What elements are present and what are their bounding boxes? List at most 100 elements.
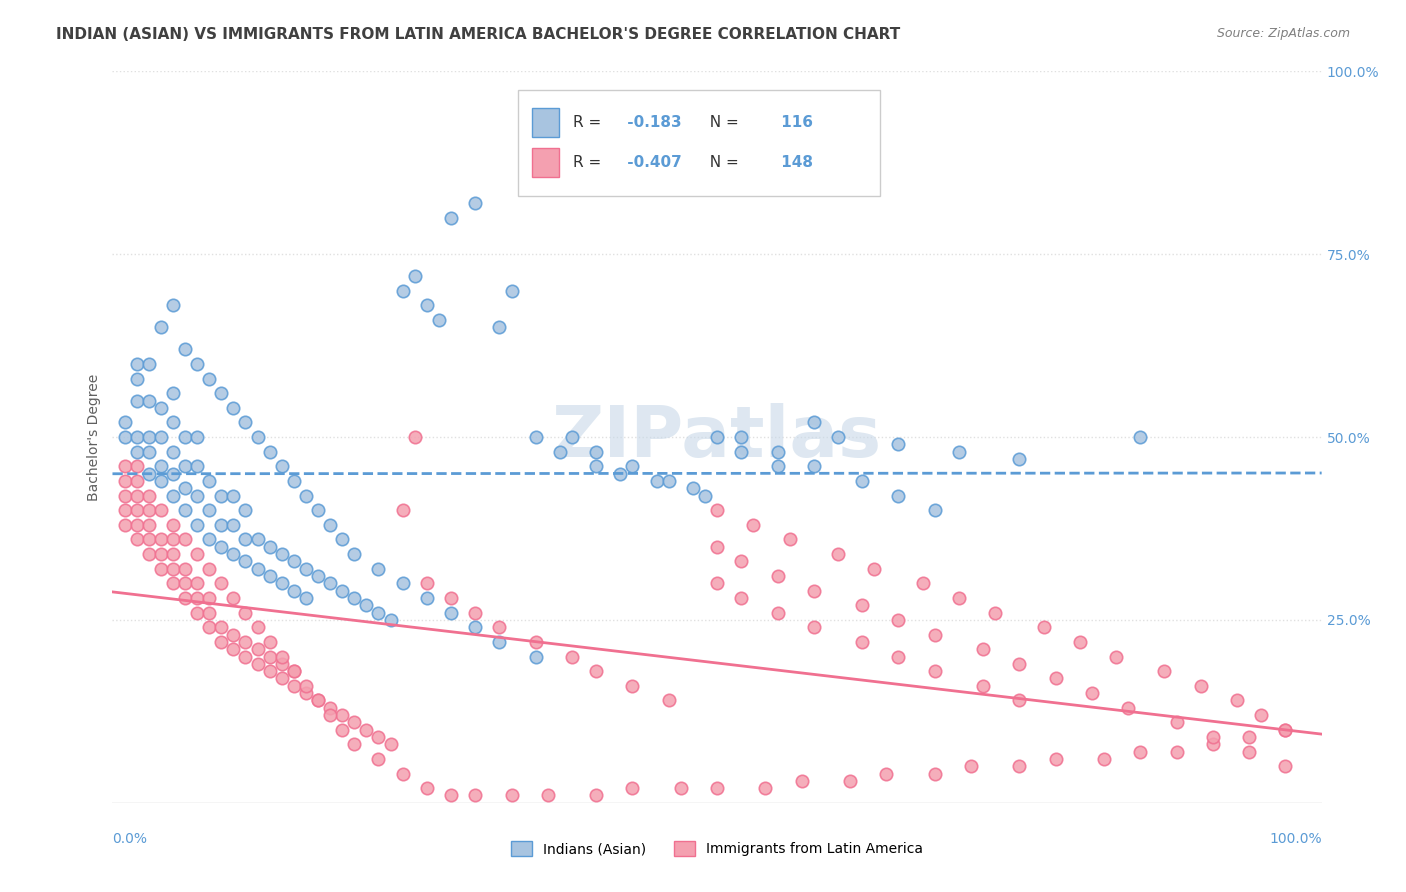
Point xyxy=(259,540,281,554)
Point xyxy=(766,459,789,474)
Point xyxy=(125,393,148,408)
Point xyxy=(125,444,148,458)
Point xyxy=(367,562,389,576)
Point xyxy=(162,467,184,481)
Point xyxy=(209,489,232,503)
Point xyxy=(186,547,208,561)
Point xyxy=(114,517,136,532)
Point xyxy=(198,606,221,620)
Point xyxy=(125,503,148,517)
Point xyxy=(186,430,208,444)
Point xyxy=(186,606,208,620)
Point xyxy=(283,664,305,678)
Point xyxy=(524,649,547,664)
Point xyxy=(307,693,329,707)
Text: 116: 116 xyxy=(776,115,813,130)
Point xyxy=(1092,752,1115,766)
Point xyxy=(1129,745,1152,759)
Point xyxy=(1032,620,1054,634)
Point xyxy=(162,517,184,532)
Point xyxy=(222,489,245,503)
Point xyxy=(948,444,970,458)
Point xyxy=(259,664,281,678)
Point xyxy=(501,789,523,803)
Point xyxy=(295,562,318,576)
Point xyxy=(1081,686,1104,700)
Point xyxy=(330,583,353,598)
Point xyxy=(1202,730,1225,744)
Point xyxy=(149,320,172,334)
Point xyxy=(1250,708,1272,723)
Point xyxy=(283,474,305,488)
Point xyxy=(1008,452,1031,467)
Point xyxy=(246,657,269,671)
Point xyxy=(658,693,681,707)
Point xyxy=(162,562,184,576)
Point xyxy=(960,759,983,773)
Point xyxy=(524,430,547,444)
Point xyxy=(440,789,463,803)
Point xyxy=(222,642,245,657)
Point xyxy=(766,606,789,620)
Point xyxy=(186,489,208,503)
Point xyxy=(330,708,353,723)
Text: 100.0%: 100.0% xyxy=(1270,832,1322,846)
Point xyxy=(295,591,318,605)
Point xyxy=(174,562,197,576)
Point xyxy=(295,686,318,700)
Point xyxy=(839,773,862,788)
Point xyxy=(343,591,366,605)
Point xyxy=(209,576,232,591)
Point xyxy=(380,737,402,751)
Point xyxy=(246,430,269,444)
Point xyxy=(162,489,184,503)
Point xyxy=(1008,759,1031,773)
Point xyxy=(779,533,801,547)
Point xyxy=(669,781,692,796)
Text: R =: R = xyxy=(574,115,606,130)
Point xyxy=(367,730,389,744)
Point xyxy=(706,430,728,444)
Point xyxy=(706,576,728,591)
Text: INDIAN (ASIAN) VS IMMIGRANTS FROM LATIN AMERICA BACHELOR'S DEGREE CORRELATION CH: INDIAN (ASIAN) VS IMMIGRANTS FROM LATIN … xyxy=(56,27,900,42)
Point xyxy=(924,627,946,641)
Point xyxy=(887,613,910,627)
Point xyxy=(198,562,221,576)
Text: 148: 148 xyxy=(776,155,813,170)
Point xyxy=(1105,649,1128,664)
Point xyxy=(887,437,910,451)
Point xyxy=(259,635,281,649)
Point xyxy=(125,430,148,444)
Point xyxy=(1166,745,1188,759)
Point xyxy=(464,620,486,634)
Point xyxy=(149,503,172,517)
Point xyxy=(138,393,160,408)
Point xyxy=(561,649,583,664)
Legend: Indians (Asian), Immigrants from Latin America: Indians (Asian), Immigrants from Latin A… xyxy=(506,836,928,862)
Point xyxy=(790,773,813,788)
Point xyxy=(114,416,136,430)
Point xyxy=(162,386,184,401)
Point xyxy=(209,386,232,401)
Point xyxy=(270,672,292,686)
Point xyxy=(1274,759,1296,773)
Point xyxy=(138,547,160,561)
Point xyxy=(827,430,849,444)
Point xyxy=(295,679,318,693)
Point xyxy=(162,547,184,561)
Point xyxy=(730,430,752,444)
Point xyxy=(851,599,873,613)
Point xyxy=(114,430,136,444)
Point xyxy=(307,503,329,517)
Point xyxy=(198,620,221,634)
Point xyxy=(924,664,946,678)
Point xyxy=(391,766,413,780)
Point xyxy=(149,547,172,561)
Point xyxy=(621,781,644,796)
Point xyxy=(1237,730,1260,744)
Point xyxy=(235,649,257,664)
Point xyxy=(706,540,728,554)
Point xyxy=(125,533,148,547)
Point xyxy=(1202,737,1225,751)
Point xyxy=(440,211,463,225)
